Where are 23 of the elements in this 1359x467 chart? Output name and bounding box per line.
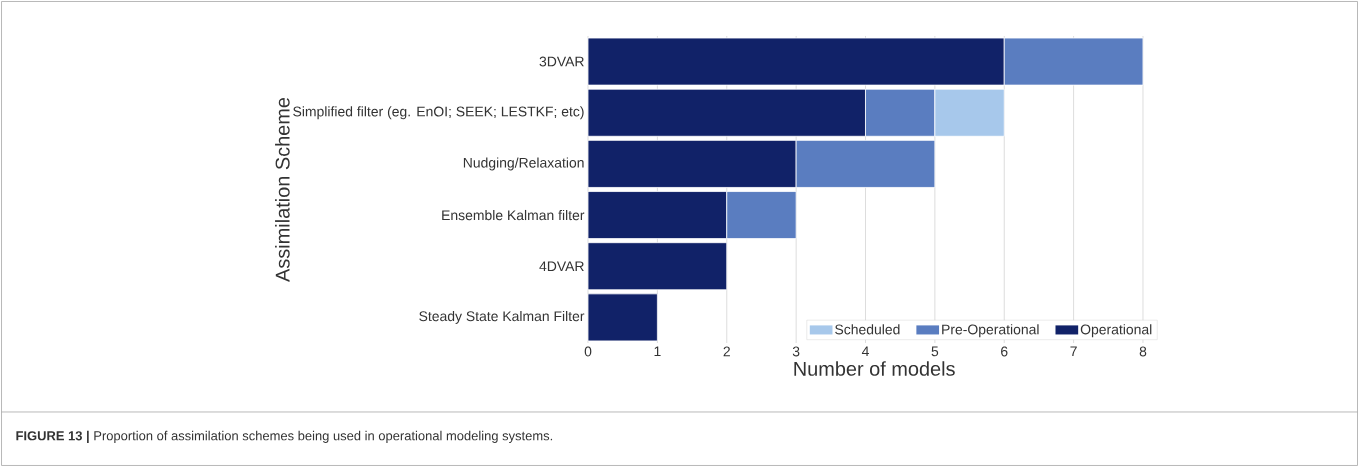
- x-tick-label: 6: [1001, 346, 1008, 357]
- x-tick-label: 0: [584, 346, 592, 357]
- x-tick-label: 8: [1139, 346, 1147, 357]
- legend-label: Pre-Operational: [942, 324, 1039, 338]
- y-tick-label: Simplified filter (eg. EnOI; SEEK; LESTKF; etc): [293, 106, 584, 120]
- x-axis-title: Number of models: [794, 361, 955, 376]
- y-tick-label: 3DVAR: [539, 56, 584, 67]
- y-tick-label: Steady State Kalman Filter: [419, 310, 585, 324]
- y-tick-label: Ensemble Kalman filter: [442, 209, 585, 221]
- y-tick-label: Nudging/Relaxation: [463, 157, 584, 171]
- legend-label: Scheduled: [835, 324, 900, 335]
- x-tick-label: 5: [931, 346, 939, 357]
- x-tick-label: 1: [654, 346, 661, 357]
- x-tick-label: 7: [1070, 346, 1077, 357]
- x-tick-label: 3: [792, 346, 800, 357]
- y-tick-label: 4DVAR: [539, 261, 584, 272]
- bar: [587, 293, 658, 342]
- x-tick-label: 4: [861, 346, 869, 357]
- legend-label: Operational: [1080, 324, 1152, 338]
- bar: [587, 242, 728, 291]
- x-tick-label: 2: [723, 346, 730, 357]
- y-axis-title: Assimilation Scheme: [275, 97, 290, 282]
- text: FIGURE 13 | Proportion of assimilation schemes being used in operational modeling systems.: [16, 430, 553, 444]
